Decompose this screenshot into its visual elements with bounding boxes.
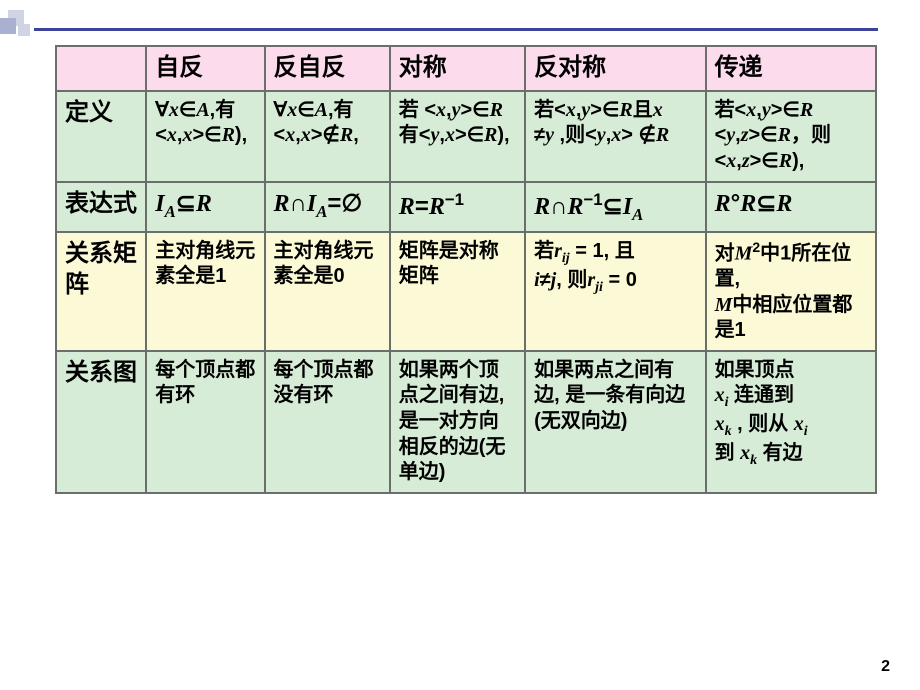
rowlabel-expression: 表达式 [56,182,146,232]
properties-table: 自反 反自反 对称 反对称 传递 定义 ∀x∈A,有<x,x>∈R), ∀x∈A… [55,45,877,494]
gra-reflexive: 每个顶点都有环 [146,351,264,493]
page-number: 2 [881,658,890,676]
def-symmetric: 若 <x,y>∈R有<y,x>∈R), [390,91,525,182]
gra-transitive: 如果顶点xi 连通到xk , 则从 xi到 xk 有边 [706,351,876,493]
expression-row: 表达式 IA⊆R R∩IA=∅ R=R−1 R∩R−1⊆IA R°R⊆R [56,182,876,232]
def-irreflexive: ∀x∈A,有<x,x>∉R, [265,91,390,182]
header-antisymmetric: 反对称 [525,46,705,91]
mat-symmetric: 矩阵是对称矩阵 [390,232,525,351]
graph-row: 关系图 每个顶点都有环 每个顶点都没有环 如果两个顶点之间有边, 是一对方向相反… [56,351,876,493]
mat-transitive: 对M2中1所在位置,M中相应位置都是1 [706,232,876,351]
header-transitive: 传递 [706,46,876,91]
slide-decoration-line [34,28,878,31]
gra-symmetric: 如果两个顶点之间有边, 是一对方向相反的边(无单边) [390,351,525,493]
rowlabel-definition: 定义 [56,91,146,182]
header-reflexive: 自反 [146,46,264,91]
header-blank [56,46,146,91]
header-symmetric: 对称 [390,46,525,91]
exp-irreflexive: R∩IA=∅ [265,182,390,232]
exp-transitive: R°R⊆R [706,182,876,232]
gra-antisymmetric: 如果两点之间有边, 是一条有向边(无双向边) [525,351,705,493]
header-irreflexive: 反自反 [265,46,390,91]
def-reflexive: ∀x∈A,有<x,x>∈R), [146,91,264,182]
def-transitive: 若<x,y>∈R<y,z>∈R，则<x,z>∈R), [706,91,876,182]
def-antisymmetric: 若<x,y>∈R且x≠y ,则<y,x> ∉R [525,91,705,182]
header-row: 自反 反自反 对称 反对称 传递 [56,46,876,91]
mat-reflexive: 主对角线元素全是1 [146,232,264,351]
exp-symmetric: R=R−1 [390,182,525,232]
rowlabel-matrix: 关系矩阵 [56,232,146,351]
definition-row: 定义 ∀x∈A,有<x,x>∈R), ∀x∈A,有<x,x>∉R, 若 <x,y… [56,91,876,182]
exp-reflexive: IA⊆R [146,182,264,232]
gra-irreflexive: 每个顶点都没有环 [265,351,390,493]
mat-antisymmetric: 若rij = 1, 且i≠j, 则rji = 0 [525,232,705,351]
matrix-row: 关系矩阵 主对角线元素全是1 主对角线元素全是0 矩阵是对称矩阵 若rij = … [56,232,876,351]
mat-irreflexive: 主对角线元素全是0 [265,232,390,351]
exp-antisymmetric: R∩R−1⊆IA [525,182,705,232]
rowlabel-graph: 关系图 [56,351,146,493]
